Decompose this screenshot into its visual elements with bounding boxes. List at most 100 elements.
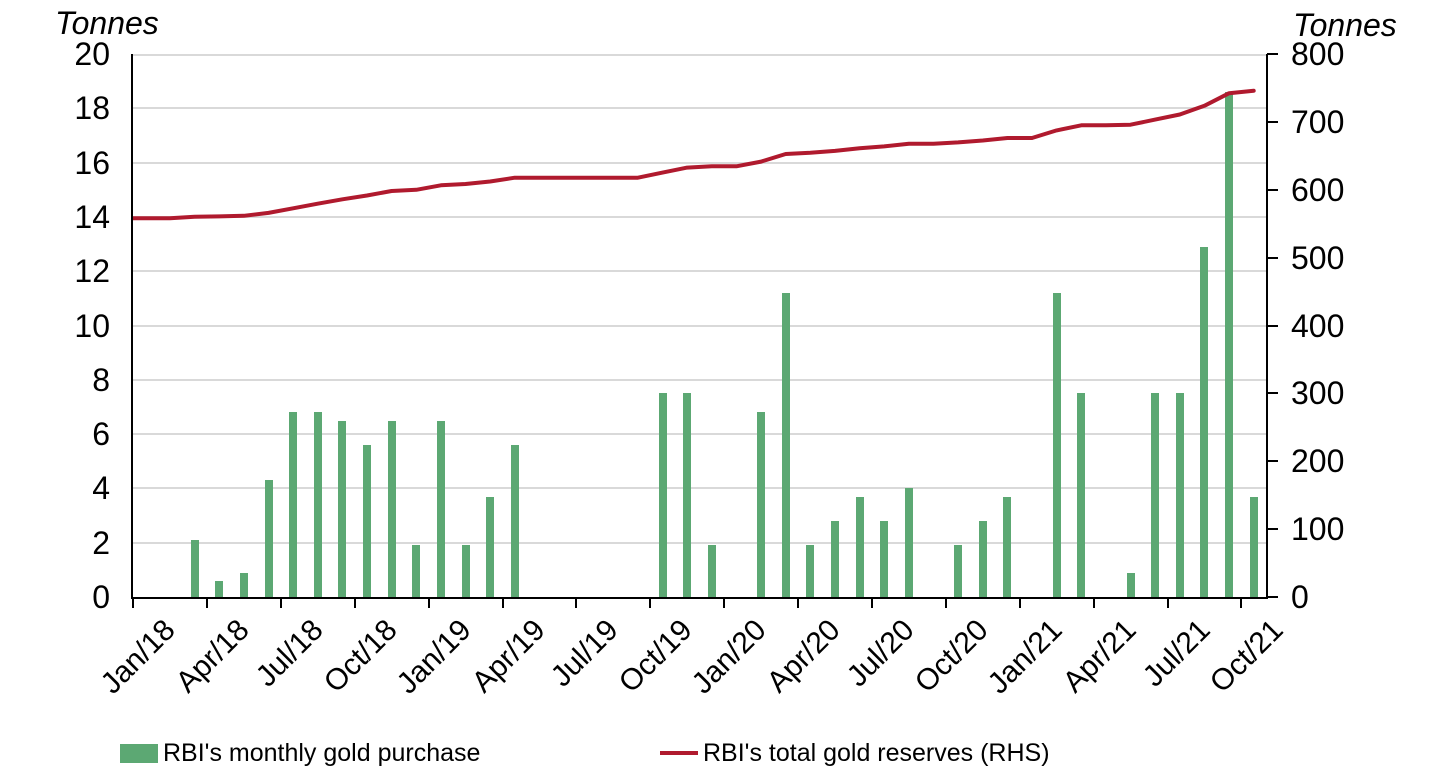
purchase-bar: [806, 545, 815, 597]
x-axis-tick: [870, 597, 873, 608]
purchase-bar: [1003, 496, 1012, 597]
purchase-bar: [1151, 393, 1160, 597]
x-axis-tick: [427, 597, 430, 608]
gridline: [133, 324, 1266, 327]
right-axis-tick: [1267, 528, 1278, 531]
left-axis-tick-label: 4: [92, 470, 110, 507]
purchase-bar: [363, 445, 371, 597]
legend-label-monthly-purchase: RBI's monthly gold purchase: [163, 739, 481, 767]
legend-item-total-reserves: RBI's total gold reserves (RHS): [660, 738, 1050, 768]
right-axis-tick-label: 800: [1291, 36, 1345, 72]
purchase-bar: [1200, 246, 1209, 597]
x-axis-tick: [1166, 597, 1169, 608]
x-axis-tick: [279, 597, 282, 608]
purchase-bar: [831, 521, 839, 597]
plot-area: [131, 54, 1266, 597]
purchase-bar: [1249, 496, 1258, 597]
gridline: [133, 270, 1266, 273]
x-axis-tick: [132, 597, 134, 608]
right-axis-tick: [1267, 120, 1278, 123]
left-axis-tick-label: 12: [74, 253, 110, 290]
purchase-bar: [781, 292, 790, 597]
right-axis-tick-label: 0: [1291, 579, 1309, 615]
purchase-bar: [461, 545, 470, 597]
x-axis-tick: [1018, 597, 1021, 608]
right-axis-title: Tonnes: [1293, 7, 1397, 43]
right-axis-tick-label: 400: [1291, 307, 1345, 344]
gridline: [133, 54, 1266, 56]
legend-label-total-reserves: RBI's total gold reserves (RHS): [703, 739, 1050, 767]
gridline: [133, 487, 1266, 490]
purchase-bar: [707, 545, 716, 597]
purchase-bar: [190, 540, 199, 597]
right-axis-tick: [1267, 392, 1278, 395]
gridline: [133, 541, 1266, 544]
right-axis-tick-label: 300: [1291, 375, 1345, 412]
purchase-bar: [510, 445, 519, 597]
left-axis-tick-label: 2: [92, 524, 110, 561]
purchase-bar: [904, 488, 913, 597]
purchase-bar: [1077, 393, 1086, 597]
right-axis-tick-label: 100: [1291, 511, 1345, 548]
purchase-bar: [1175, 393, 1184, 597]
x-axis-tick: [649, 597, 652, 608]
purchase-bar: [954, 545, 963, 597]
purchase-bar: [313, 412, 322, 597]
left-axis-tick-label: 6: [92, 416, 110, 453]
right-axis-tick-label: 600: [1291, 171, 1345, 208]
purchase-bar: [1225, 92, 1234, 597]
purchase-bar: [387, 420, 396, 597]
left-axis-tick-label: 14: [74, 198, 110, 235]
right-axis-tick: [1267, 53, 1278, 55]
x-axis-tick: [723, 597, 726, 608]
purchase-bar: [215, 580, 224, 597]
gridline: [133, 378, 1266, 381]
left-axis-tick-label: 18: [74, 90, 110, 127]
purchase-bar: [1126, 572, 1135, 597]
gridline: [133, 433, 1266, 436]
reserves-line: [131, 88, 1256, 221]
purchase-bar: [436, 420, 445, 597]
gridline: [133, 107, 1266, 110]
right-axis-tick-label: 500: [1291, 239, 1345, 276]
right-axis-line: [1266, 54, 1268, 599]
x-axis-line: [131, 597, 1268, 599]
purchase-bar: [338, 420, 347, 597]
legend-item-monthly-purchase: RBI's monthly gold purchase: [120, 738, 480, 768]
legend-bar-swatch-icon: [120, 743, 158, 763]
right-axis-tick: [1267, 256, 1278, 259]
x-axis-tick: [353, 597, 356, 608]
purchase-bar: [757, 412, 766, 597]
left-axis-tick-label: 8: [92, 361, 110, 398]
purchase-bar: [412, 545, 421, 597]
purchase-bar: [880, 521, 889, 597]
right-axis-tick-label: 200: [1291, 443, 1345, 480]
purchase-bar: [264, 480, 273, 597]
right-axis-tick: [1267, 324, 1278, 327]
purchase-bar: [1052, 292, 1061, 597]
purchase-bar: [855, 496, 864, 597]
purchase-bar: [978, 521, 987, 597]
x-axis-tick: [944, 597, 947, 608]
purchase-bar: [683, 393, 692, 597]
x-axis-tick: [575, 597, 578, 608]
x-axis-tick: [1092, 597, 1095, 608]
purchase-bar: [486, 496, 495, 597]
legend-line-swatch-icon: [660, 751, 698, 755]
right-axis-tick-label: 700: [1291, 103, 1345, 140]
purchase-bar: [658, 393, 667, 597]
gridline: [133, 215, 1266, 218]
left-axis-line: [131, 54, 133, 599]
left-axis-tick-label: 0: [92, 579, 110, 615]
right-axis-tick: [1267, 188, 1278, 191]
right-axis-tick: [1267, 460, 1278, 463]
left-axis-tick-label: 20: [74, 36, 110, 72]
x-axis-tick: [1240, 597, 1243, 608]
left-axis-tick-label: 10: [74, 307, 110, 344]
gridline: [133, 161, 1266, 164]
left-axis-title: Tonnes: [55, 5, 159, 41]
x-axis-tick: [797, 597, 799, 608]
purchase-bar: [239, 572, 248, 597]
x-axis-tick: [501, 597, 504, 608]
